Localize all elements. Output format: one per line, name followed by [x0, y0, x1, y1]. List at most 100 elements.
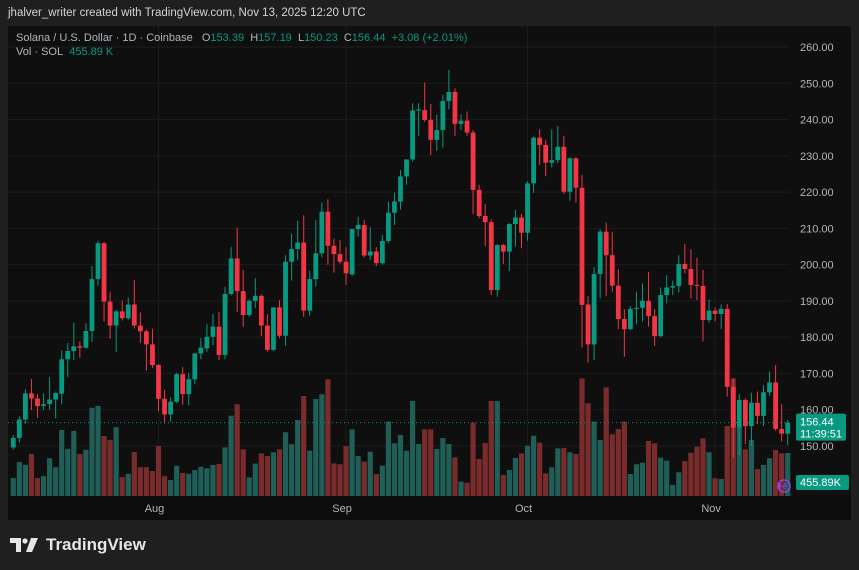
volume-bar: [113, 427, 119, 496]
candle: [168, 397, 173, 422]
price-tick-label: 180.00: [800, 332, 834, 344]
candle-body: [670, 286, 676, 288]
volume-bar: [16, 462, 22, 496]
candle-body: [355, 225, 361, 230]
candle-body: [718, 308, 724, 314]
candle: [458, 114, 464, 131]
candle-body: [289, 249, 294, 262]
candle: [319, 202, 325, 258]
volume-bar: [107, 439, 113, 496]
candle-body: [295, 242, 301, 250]
volume-bar: [700, 438, 706, 496]
legend-volume-label[interactable]: Vol · SOL: [16, 46, 64, 58]
candle: [446, 69, 452, 110]
candle-body: [458, 120, 464, 124]
candle-body: [283, 261, 288, 336]
volume-bar: [555, 448, 561, 496]
candle-body: [180, 374, 186, 395]
candle-body: [162, 398, 167, 415]
candle: [379, 234, 385, 265]
volume-bar: [712, 478, 718, 496]
candle: [398, 169, 403, 210]
candle: [192, 353, 198, 385]
candle-body: [507, 223, 512, 252]
candle: [779, 404, 785, 442]
candle-body: [742, 399, 748, 427]
volume-bar: [385, 421, 391, 496]
candle: [228, 246, 234, 296]
candle: [464, 111, 470, 136]
volume-bar: [252, 463, 258, 496]
volume-bar: [645, 441, 652, 496]
candle-body: [23, 393, 28, 420]
volume-bar: [343, 446, 349, 496]
legend-price-row: Solana / U.S. Dollar · 1D · Coinbase O15…: [16, 31, 467, 45]
candle: [131, 280, 137, 329]
volume-bar: [295, 419, 301, 496]
volume-bar: [270, 452, 277, 496]
price-tick-label: 220.00: [800, 187, 834, 199]
candle-body: [131, 304, 137, 326]
volume-bar: [639, 462, 646, 496]
volume-bar: [210, 464, 216, 496]
volume-bar: [748, 439, 754, 496]
volume-bar: [682, 461, 688, 496]
candle: [694, 257, 700, 301]
volume-bar: [779, 453, 785, 496]
candle-body: [628, 308, 633, 330]
volume-bar: [476, 459, 482, 496]
volume-bar: [537, 442, 543, 496]
chart-panel[interactable]: 260.00 250.00 240.00 230.00 220.00 210.00 200.…: [8, 26, 851, 520]
candle: [531, 136, 536, 193]
volume-bar: [724, 426, 730, 496]
sparkle-assistant-icon: [777, 479, 791, 493]
price-tick-label: 150.00: [800, 441, 834, 453]
volume-bar: [222, 447, 228, 496]
volume-bar: [34, 478, 41, 496]
candle: [452, 88, 458, 136]
last-price-value: 156.44: [800, 417, 834, 429]
volume-bar: [573, 454, 579, 496]
candle-body: [597, 231, 603, 275]
candle: [428, 103, 434, 156]
volume-bar: [246, 477, 252, 496]
candle-body: [519, 217, 524, 233]
volume-bar: [543, 473, 549, 496]
candle-body: [240, 291, 246, 316]
candle-body: [579, 187, 585, 305]
candle-body: [331, 245, 337, 255]
volume-bar: [621, 421, 627, 496]
volume-bar: [192, 470, 198, 496]
candle-body: [730, 386, 736, 428]
sparkle-glyph: [777, 481, 787, 491]
candle: [410, 103, 415, 162]
candle-body: [271, 307, 276, 350]
candle: [65, 342, 71, 378]
candle-body: [585, 304, 591, 345]
candle: [749, 392, 754, 446]
candle-body: [349, 229, 355, 275]
candle: [621, 309, 627, 357]
volume-bar: [198, 466, 204, 496]
volume-bar: [137, 467, 143, 496]
candle: [119, 300, 125, 321]
legend-symbol[interactable]: Solana / U.S. Dollar · 1D · Coinbase: [16, 32, 193, 44]
volume-bar: [549, 467, 555, 496]
candlestick-chart[interactable]: 260.00 250.00 240.00 230.00 220.00 210.00 200.…: [8, 26, 851, 520]
volume-bar: [609, 434, 615, 496]
candle-body: [373, 251, 379, 264]
tradingview-logo[interactable]: TradingView: [10, 535, 146, 555]
candle-body: [494, 245, 500, 291]
candle: [265, 314, 270, 352]
candle: [204, 324, 210, 352]
candle: [59, 350, 65, 405]
candle-body: [361, 225, 367, 256]
candle-body: [313, 253, 319, 280]
volume-bar: [47, 458, 53, 496]
legend-close: 156.44: [351, 32, 386, 44]
candle: [29, 378, 34, 411]
candle-body: [785, 422, 791, 434]
candle-body: [646, 300, 651, 317]
candle: [476, 184, 482, 219]
candle: [700, 270, 706, 342]
